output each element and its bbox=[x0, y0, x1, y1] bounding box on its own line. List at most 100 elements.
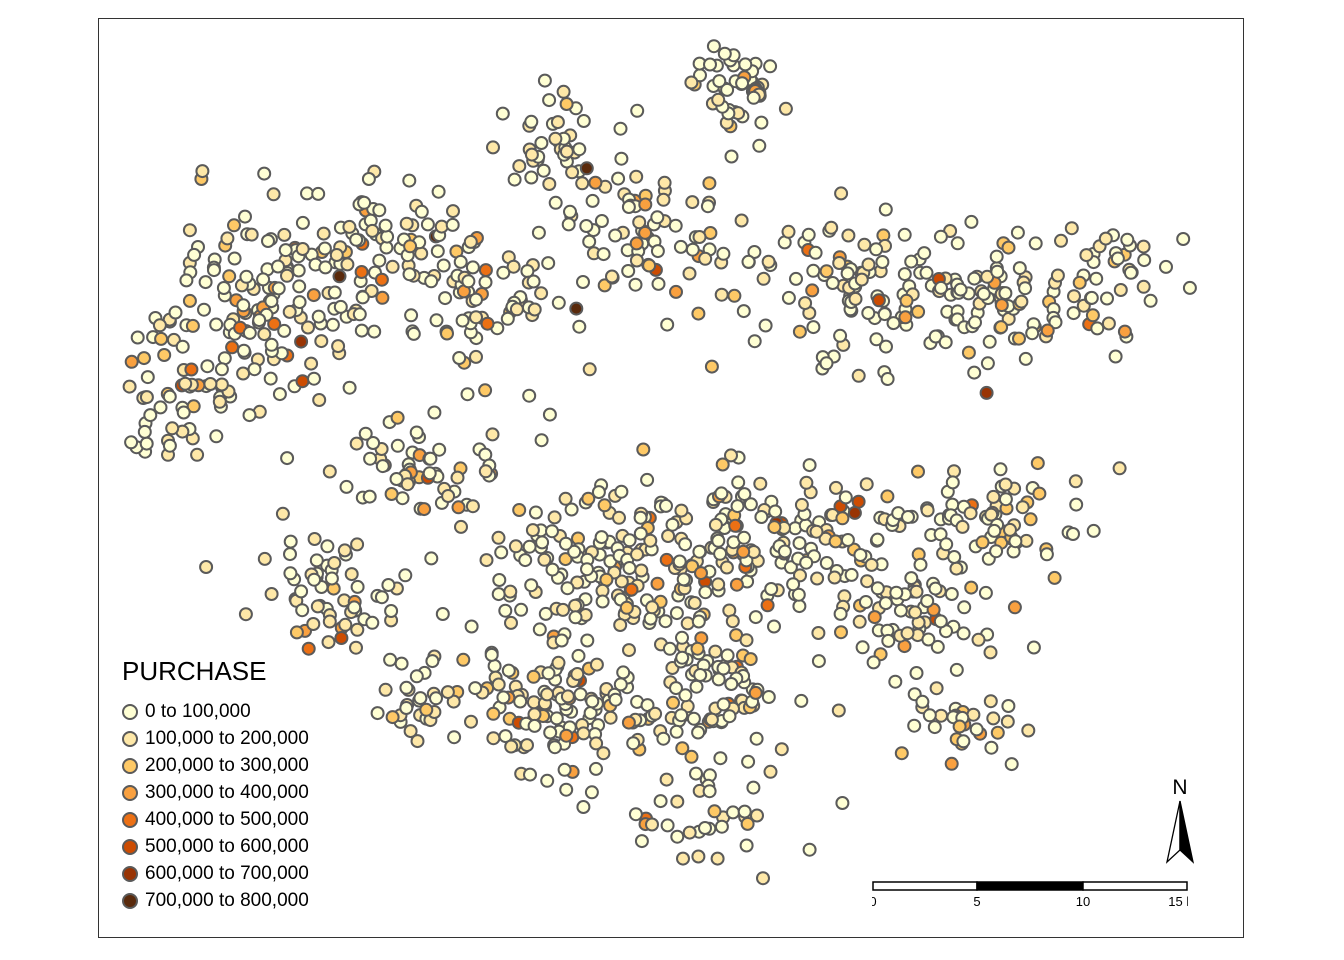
map-point[interactable] bbox=[990, 264, 1005, 279]
map-point[interactable] bbox=[541, 256, 556, 271]
map-point[interactable] bbox=[216, 281, 231, 295]
map-point[interactable] bbox=[294, 584, 309, 599]
map-point[interactable] bbox=[143, 408, 158, 423]
map-point[interactable] bbox=[584, 785, 599, 800]
map-point[interactable] bbox=[831, 703, 846, 718]
map-point[interactable] bbox=[875, 255, 890, 269]
map-point[interactable] bbox=[750, 808, 764, 823]
map-point[interactable] bbox=[384, 487, 399, 501]
map-point[interactable] bbox=[282, 304, 297, 319]
map-point[interactable] bbox=[810, 571, 825, 586]
map-point[interactable] bbox=[362, 489, 377, 504]
map-point[interactable] bbox=[650, 244, 665, 259]
map-point[interactable] bbox=[347, 600, 362, 615]
map-point[interactable] bbox=[828, 534, 843, 549]
map-point[interactable] bbox=[656, 192, 671, 207]
map-point[interactable] bbox=[687, 596, 702, 610]
map-point[interactable] bbox=[752, 138, 767, 153]
map-point[interactable] bbox=[520, 738, 534, 753]
map-point[interactable] bbox=[452, 351, 467, 365]
map-point[interactable] bbox=[983, 645, 998, 660]
map-point[interactable] bbox=[922, 708, 937, 723]
map-point[interactable] bbox=[342, 380, 357, 395]
map-point[interactable] bbox=[1047, 570, 1062, 585]
map-point[interactable] bbox=[748, 685, 763, 700]
map-point[interactable] bbox=[998, 477, 1013, 492]
map-point[interactable] bbox=[420, 217, 435, 232]
map-point[interactable] bbox=[399, 701, 414, 715]
map-point[interactable] bbox=[944, 756, 959, 771]
map-point[interactable] bbox=[869, 242, 884, 257]
map-point[interactable] bbox=[921, 632, 936, 647]
map-point[interactable] bbox=[294, 334, 309, 349]
map-point[interactable] bbox=[743, 652, 758, 667]
map-point[interactable] bbox=[614, 151, 629, 166]
map-point[interactable] bbox=[669, 606, 684, 621]
map-point[interactable] bbox=[1112, 461, 1127, 476]
map-point[interactable] bbox=[589, 736, 604, 751]
map-point[interactable] bbox=[938, 335, 953, 350]
map-point[interactable] bbox=[199, 560, 214, 574]
map-point[interactable] bbox=[659, 772, 674, 787]
map-point[interactable] bbox=[200, 359, 215, 374]
map-point[interactable] bbox=[715, 457, 730, 472]
map-point[interactable] bbox=[764, 582, 779, 596]
map-point[interactable] bbox=[596, 746, 611, 761]
map-point[interactable] bbox=[1072, 275, 1087, 290]
map-point[interactable] bbox=[157, 348, 172, 362]
map-point[interactable] bbox=[264, 294, 279, 309]
map-point[interactable] bbox=[802, 842, 817, 857]
map-point[interactable] bbox=[724, 448, 738, 463]
map-point[interactable] bbox=[492, 573, 507, 587]
map-point[interactable] bbox=[311, 309, 326, 324]
map-point[interactable] bbox=[378, 682, 393, 697]
map-point[interactable] bbox=[548, 195, 563, 210]
map-point[interactable] bbox=[551, 655, 566, 670]
map-point[interactable] bbox=[897, 227, 912, 242]
map-point[interactable] bbox=[524, 170, 539, 185]
map-point[interactable] bbox=[468, 681, 483, 696]
map-point[interactable] bbox=[349, 232, 364, 247]
map-point[interactable] bbox=[295, 215, 310, 230]
map-point[interactable] bbox=[325, 317, 340, 332]
map-point[interactable] bbox=[739, 838, 754, 853]
map-point[interactable] bbox=[504, 615, 518, 630]
map-point[interactable] bbox=[734, 213, 749, 228]
map-point[interactable] bbox=[871, 293, 886, 308]
map-point[interactable] bbox=[833, 328, 848, 343]
map-point[interactable] bbox=[1066, 306, 1081, 321]
map-point[interactable] bbox=[338, 617, 353, 632]
map-point[interactable] bbox=[440, 685, 455, 700]
map-point[interactable] bbox=[707, 804, 722, 819]
map-point[interactable] bbox=[982, 334, 997, 349]
map-point[interactable] bbox=[824, 220, 839, 235]
map-point[interactable] bbox=[372, 253, 387, 268]
map-point[interactable] bbox=[1030, 456, 1045, 471]
map-point[interactable] bbox=[998, 492, 1013, 507]
map-point[interactable] bbox=[394, 656, 409, 671]
map-point[interactable] bbox=[736, 304, 751, 319]
map-point[interactable] bbox=[137, 351, 151, 366]
map-point[interactable] bbox=[851, 494, 866, 509]
map-point[interactable] bbox=[1040, 323, 1055, 338]
map-point[interactable] bbox=[494, 545, 509, 560]
map-point[interactable] bbox=[595, 594, 610, 609]
map-point[interactable] bbox=[739, 633, 754, 648]
map-point[interactable] bbox=[693, 668, 708, 682]
map-point[interactable] bbox=[389, 472, 404, 486]
map-point[interactable] bbox=[301, 641, 316, 656]
map-point[interactable] bbox=[429, 691, 443, 706]
map-point[interactable] bbox=[934, 280, 948, 295]
map-point[interactable] bbox=[630, 103, 645, 118]
map-point[interactable] bbox=[725, 614, 740, 629]
map-point[interactable] bbox=[638, 225, 653, 240]
map-point[interactable] bbox=[374, 272, 389, 287]
map-point[interactable] bbox=[1032, 486, 1047, 501]
map-point[interactable] bbox=[1010, 225, 1025, 240]
map-point[interactable] bbox=[949, 662, 964, 677]
map-point[interactable] bbox=[956, 734, 971, 749]
map-point[interactable] bbox=[682, 266, 697, 281]
map-point[interactable] bbox=[501, 663, 516, 678]
map-point[interactable] bbox=[1004, 757, 1019, 772]
map-point[interactable] bbox=[763, 764, 778, 779]
